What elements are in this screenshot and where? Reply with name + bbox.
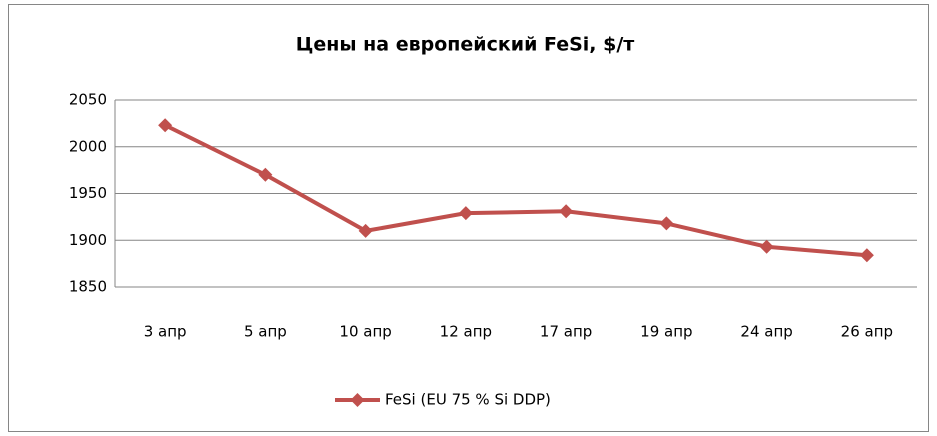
marker (859, 248, 874, 263)
x-tick-label: 24 апр (740, 323, 792, 341)
chart-border (8, 4, 929, 432)
chart-title: Цены на европейский FeSi, $/т (296, 34, 635, 56)
y-tick-label: 1950 (69, 184, 107, 202)
x-tick-label: 12 апр (440, 323, 492, 341)
marker (759, 239, 774, 254)
x-tick-label: 5 апр (244, 323, 287, 341)
line (164, 123, 868, 258)
y-tick-label: 1850 (69, 278, 107, 296)
marker (458, 206, 473, 221)
x-tick-label: 3 апр (144, 323, 187, 341)
marker (559, 204, 574, 219)
marker (358, 223, 373, 238)
y-tick-label: 2050 (69, 91, 107, 109)
legend-label: FeSi (EU 75 % Si DDP) (385, 391, 551, 409)
marker (158, 118, 173, 133)
marker (258, 167, 273, 182)
y-tick-label: 1900 (69, 231, 107, 249)
x-tick-label: 26 апр (841, 323, 893, 341)
x-tick-label: 17 апр (540, 323, 592, 341)
legend-marker (350, 393, 365, 407)
y-tick-label: 2000 (69, 137, 107, 155)
x-tick-label: 19 апр (640, 323, 692, 341)
marker (659, 216, 674, 231)
x-tick-label: 10 апр (339, 323, 391, 341)
